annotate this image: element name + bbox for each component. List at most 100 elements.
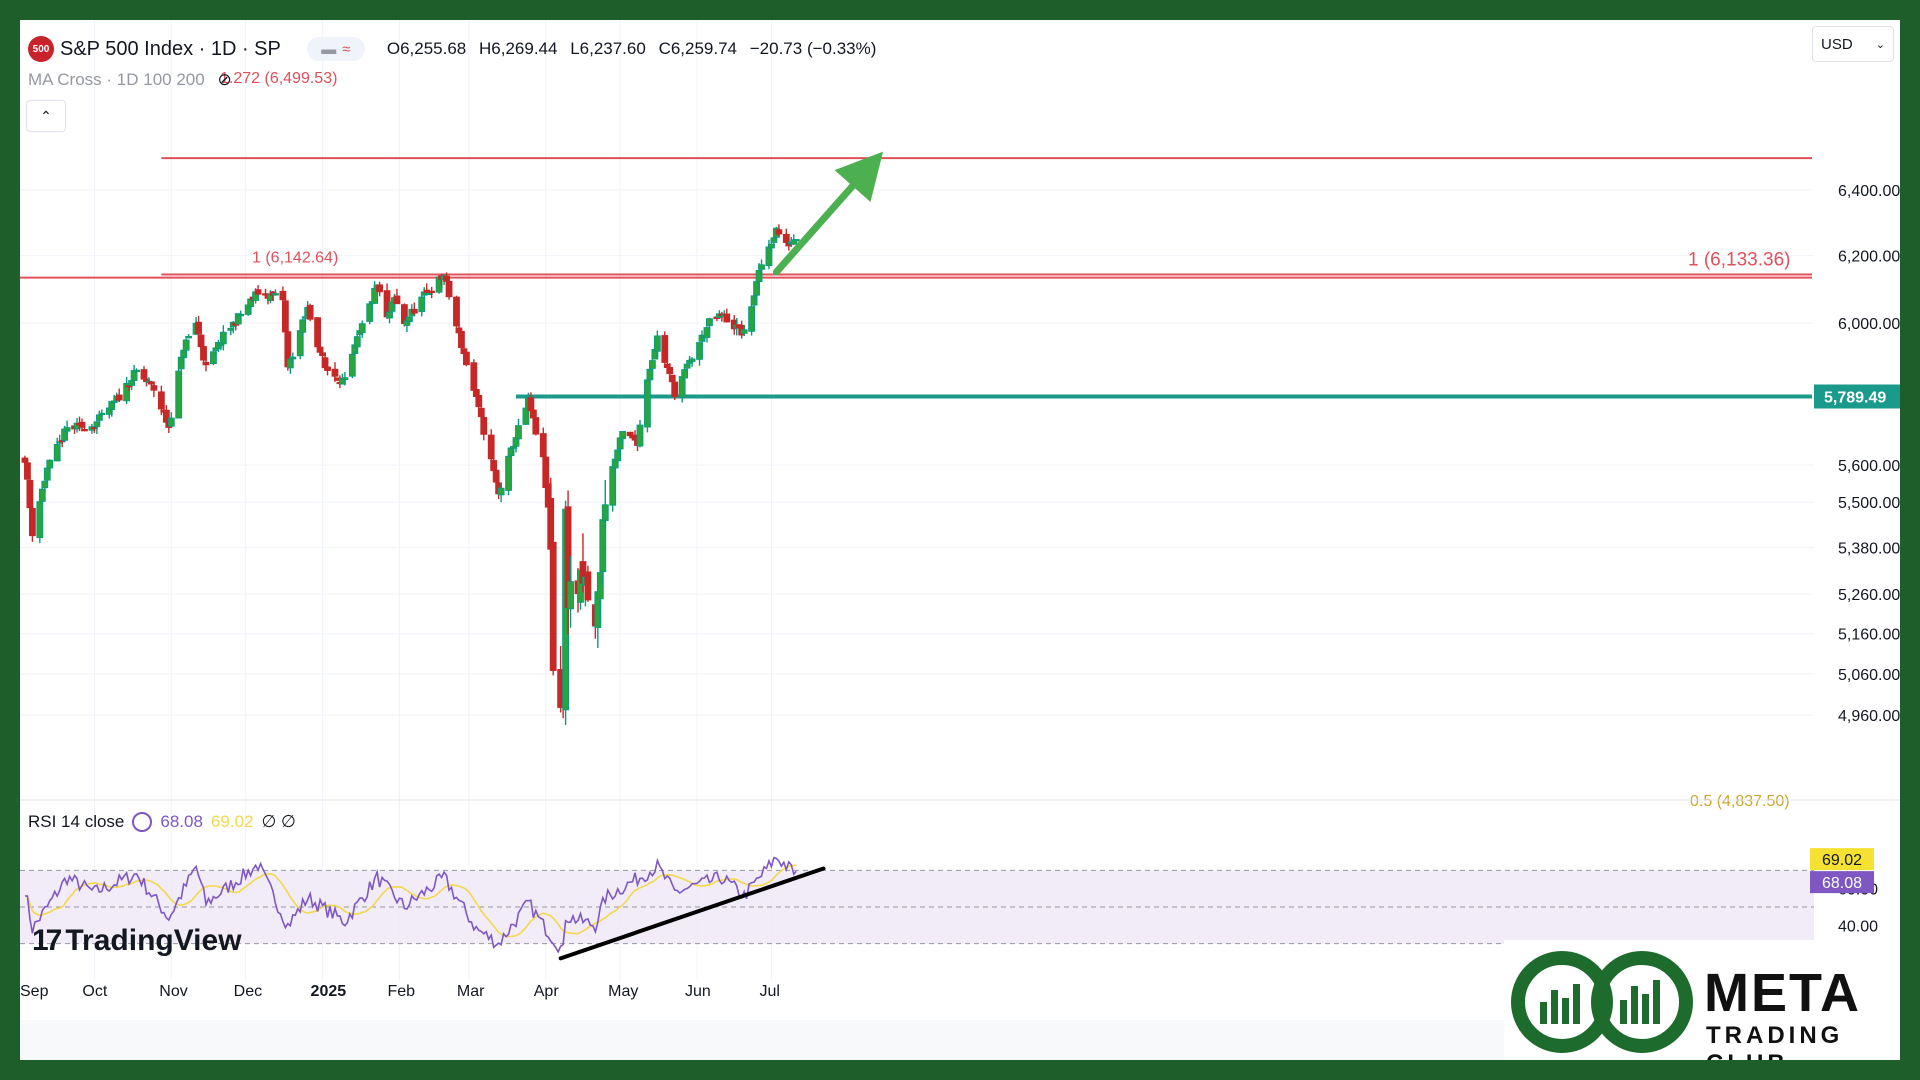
candle-body	[63, 427, 71, 432]
wave-icon: ≈	[342, 40, 351, 58]
eye-off-icon[interactable]: ⊘	[217, 70, 232, 89]
price-tick-label: 5,160.00	[1838, 627, 1900, 644]
price-axis: 4,960.00 5,060.00 5,160.00 5,260.00 5,380.00…	[1814, 183, 1900, 725]
candle-body	[405, 316, 413, 323]
candle-body	[175, 370, 183, 419]
symbol-header: 500 S&P 500 Index · 1D · SP ▬ ≈ O6,255.6…	[28, 34, 884, 64]
rsi-ma-tag-label: 69.02	[1822, 852, 1862, 869]
candle-body	[376, 284, 384, 293]
candle-body	[696, 342, 703, 360]
candle-body	[492, 469, 500, 483]
candle-body	[666, 367, 674, 375]
candle-body	[316, 346, 324, 353]
tradingview-logo[interactable]: 17 TradingView	[32, 924, 242, 958]
time-axis: Sep Oct Nov Dec 2025 Feb Mar Apr May Jun Jul	[20, 983, 780, 1000]
ma-cross-legend[interactable]: MA Cross · 1D 100 200 ⊘	[28, 70, 232, 90]
candle-body	[723, 313, 731, 323]
visibility-toggle[interactable]: ▬ ≈	[306, 37, 365, 61]
candle-body	[219, 331, 227, 345]
time-tick-label: Feb	[387, 983, 415, 1000]
candle-body	[46, 459, 54, 469]
rsi-legend[interactable]: RSI 14 close 68.08 69.02 ∅ ∅	[28, 812, 296, 832]
candle-body	[515, 425, 522, 440]
candle-body	[299, 319, 307, 333]
candle-body	[324, 366, 331, 371]
rsi-ma-tag	[1810, 848, 1874, 871]
candle-body	[505, 455, 512, 491]
rsi-trendline	[558, 866, 826, 961]
candle-body	[386, 311, 393, 319]
candle-body	[688, 358, 696, 363]
candle-body	[140, 369, 148, 380]
tradingview-wordmark: TradingView	[65, 924, 242, 957]
price-tick-label: 6,200.00	[1838, 248, 1900, 265]
refresh-icon[interactable]	[132, 812, 153, 832]
meta-logo-icon	[1511, 951, 1693, 1053]
candle-body	[38, 488, 46, 502]
candle-body	[428, 290, 436, 294]
time-tick-label: Nov	[159, 983, 187, 1000]
rsi-value-tag-label: 68.08	[1822, 875, 1862, 892]
high-value: H6,269.44	[479, 39, 558, 58]
candle-body	[331, 368, 339, 377]
candle-body	[393, 295, 401, 305]
time-tick-label: May	[608, 983, 638, 1000]
time-tick-label: Jul	[759, 983, 779, 1000]
rsi-ma-line	[25, 864, 797, 938]
price-tick-label: 4,960.00	[1838, 708, 1900, 725]
time-tick-label: Apr	[534, 983, 560, 1000]
price-tick-label: 5,380.00	[1838, 541, 1900, 558]
chart-window: 1.272 (6,499.53) 1 (6,142.64) 1 (6,133.36)…	[20, 20, 1900, 1060]
candle-body	[254, 289, 262, 295]
candle-body	[133, 369, 140, 373]
candle-body	[653, 335, 661, 352]
price-chart[interactable]: 1.272 (6,499.53) 1 (6,142.64) 1 (6,133.36)…	[20, 20, 1900, 1060]
fib-level-label: 0.5 (4,837.50)	[1690, 793, 1790, 810]
candle-body	[167, 417, 175, 427]
price-tick-label: 5,500.00	[1838, 495, 1900, 512]
trend-arrow-head	[834, 151, 884, 202]
candle-body	[768, 243, 775, 249]
candle-body	[306, 305, 314, 320]
minus-icon: ▬	[321, 40, 337, 58]
candle-body	[706, 318, 713, 327]
candle-body	[497, 487, 505, 496]
candle-body	[529, 409, 537, 419]
candle-body	[748, 306, 755, 332]
symbol-title[interactable]: S&P 500 Index · 1D · SP	[60, 37, 281, 60]
candle-body	[123, 382, 131, 402]
candle-body	[53, 444, 61, 462]
annotations	[772, 151, 884, 276]
time-tick-label: Dec	[234, 983, 262, 1000]
candle-body	[281, 300, 289, 333]
open-value: O6,255.68	[386, 39, 467, 58]
rsi-value-tag	[1810, 871, 1874, 894]
time-tick-label: 2025	[311, 983, 347, 1000]
time-tick-label: Jun	[685, 983, 711, 1000]
candle-body	[98, 412, 106, 416]
candle-body	[279, 290, 287, 301]
candle-body	[584, 571, 592, 601]
ohlc-values: O6,255.68 H6,269.44 L6,237.60 C6,259.74 …	[387, 39, 885, 59]
candle-body	[601, 504, 609, 521]
candle-body	[636, 424, 644, 447]
candle-body	[549, 541, 557, 671]
candle-body	[366, 303, 374, 322]
candle-body	[182, 339, 190, 351]
rsi-tick-label: 40.00	[1838, 918, 1878, 935]
collapse-legend-button[interactable]: ⌃	[26, 100, 66, 132]
candle-body	[341, 377, 349, 380]
time-tick-label: Mar	[457, 983, 485, 1000]
candle-body	[644, 379, 651, 428]
candle-body	[200, 346, 207, 361]
price-tick-label: 5,600.00	[1838, 458, 1900, 475]
candle-body	[649, 360, 656, 369]
candle-body	[185, 336, 193, 339]
candle-body	[418, 296, 426, 312]
candle-body	[195, 321, 202, 334]
candle-body	[272, 293, 279, 296]
price-tick-label: 6,400.00	[1838, 183, 1900, 200]
currency-select[interactable]: USD ⌄	[1812, 26, 1894, 62]
rsi-label: RSI 14 close	[28, 812, 125, 831]
candle-body	[614, 449, 622, 462]
